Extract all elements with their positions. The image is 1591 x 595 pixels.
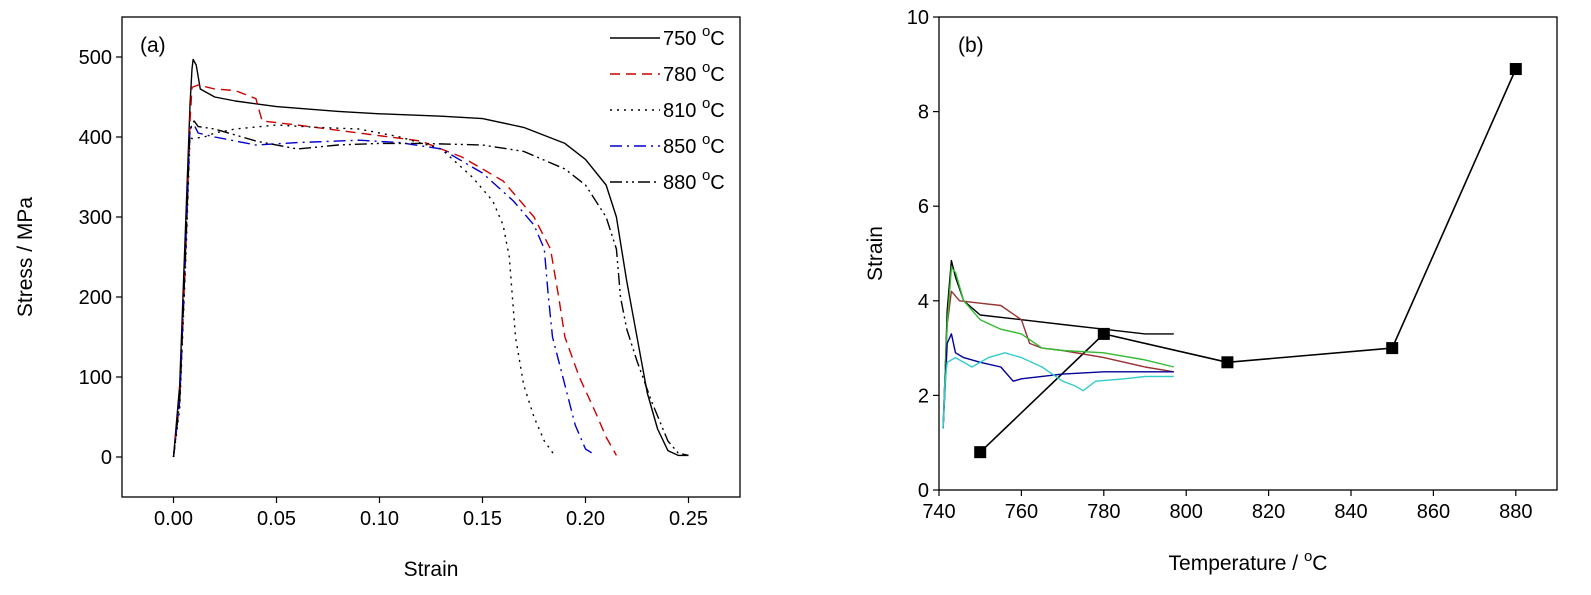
series-line-4	[942, 267, 1174, 429]
x-tick-label: 820	[1252, 501, 1285, 523]
x-tick-label: 0.10	[360, 508, 399, 530]
y-tick-label: 400	[79, 127, 112, 149]
x-tick-label: 0.15	[463, 508, 502, 530]
chart-panel-a: 0.00 0.05 0.10 0.15 0.20 0.25 0 100 200 300 400 500…	[14, 16, 741, 581]
x-tick-label: 0.25	[669, 508, 708, 530]
legend: 750 oC 780 oC 810 oC 850 oC 880 oC	[610, 23, 725, 194]
data-point-marker	[1221, 356, 1234, 369]
legend-label: 780 oC	[663, 59, 725, 86]
y-tick-label: 0	[101, 447, 112, 469]
legend-label: 880 oC	[663, 167, 725, 194]
series-line-5	[942, 333, 1174, 429]
y-axis-title: Strain	[864, 226, 887, 281]
series-line-2	[172, 84, 618, 458]
data-point-marker	[974, 446, 987, 459]
panel-label: (a)	[140, 34, 166, 57]
panel-label: (b)	[958, 34, 984, 57]
x-tick-label: 0.00	[154, 508, 193, 530]
series-line-1	[979, 68, 1517, 453]
plot-frame	[938, 16, 1558, 491]
x-tick-label: 740	[922, 501, 955, 523]
legend-label: 750 oC	[663, 23, 725, 50]
x-tick-label: 880	[1499, 501, 1532, 523]
y-tick-label: 2	[918, 385, 929, 407]
x-tick-label: 760	[1005, 501, 1038, 523]
x-tick-label: 780	[1087, 501, 1120, 523]
x-tick-label: 0.05	[257, 508, 296, 530]
series-line-3	[942, 290, 1174, 429]
data-point-marker	[1386, 342, 1399, 355]
plot-frame	[121, 16, 741, 498]
y-tick-label: 4	[918, 291, 929, 313]
x-axis-title: Temperature / oC	[1169, 548, 1328, 575]
x-tick-label: 0.20	[566, 508, 605, 530]
y-tick-label: 0	[918, 480, 929, 502]
series-line-5	[172, 120, 689, 458]
y-axis-title: Stress / MPa	[14, 197, 37, 318]
x-axis-title: Strain	[404, 558, 459, 581]
y-tick-label: 10	[907, 7, 929, 29]
chart-panel-b: 740 760 780 800 820 840 860 880 0 2 4 6 8 10 Temperatu…	[864, 7, 1558, 575]
series-line-1	[172, 58, 689, 458]
y-tick-label: 500	[79, 47, 112, 69]
series-line-2	[942, 259, 1174, 429]
y-tick-label: 300	[79, 207, 112, 229]
y-tick-label: 6	[918, 196, 929, 218]
y-tick-label: 100	[79, 367, 112, 389]
x-tick-label: 860	[1417, 501, 1450, 523]
x-tick-label: 800	[1170, 501, 1203, 523]
x-tick-label: 840	[1334, 501, 1367, 523]
data-point-marker	[1509, 63, 1522, 76]
series-line-6	[942, 352, 1174, 429]
series-line-3	[172, 124, 556, 458]
legend-label: 810 oC	[663, 95, 725, 122]
y-tick-label: 200	[79, 287, 112, 309]
data-point-marker	[1097, 327, 1110, 340]
series-line-4	[172, 124, 597, 458]
legend-label: 850 oC	[663, 131, 725, 158]
y-tick-label: 8	[918, 102, 929, 124]
